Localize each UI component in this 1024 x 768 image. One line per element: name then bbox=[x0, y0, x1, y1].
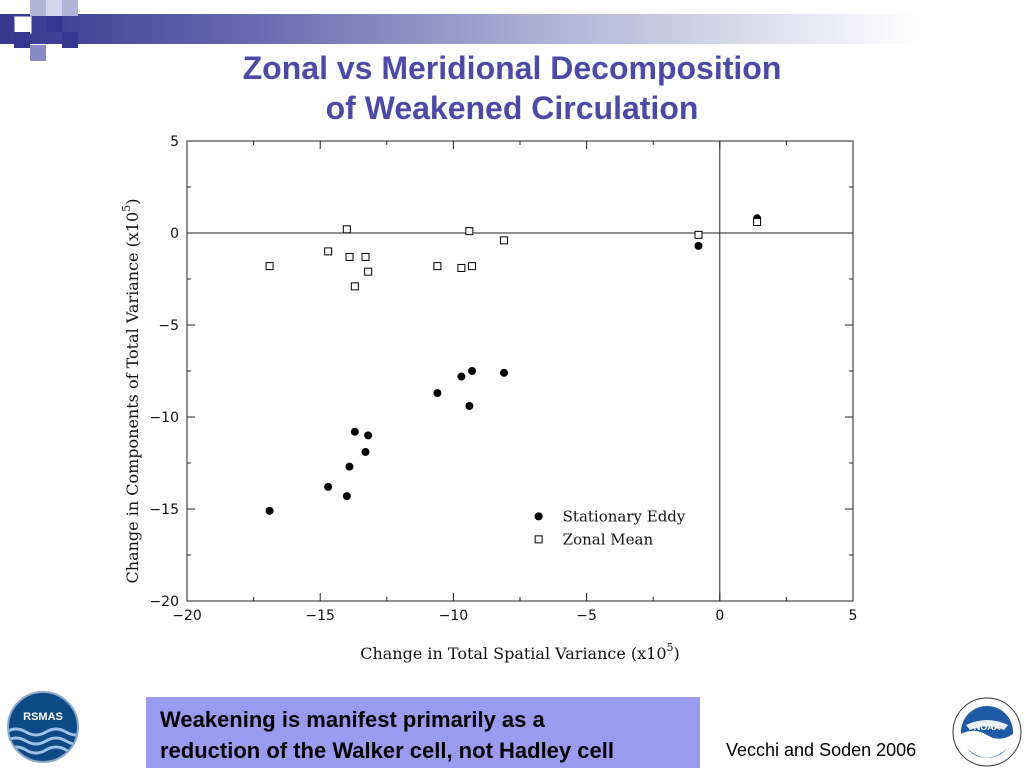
stationary-eddy-point bbox=[433, 389, 442, 398]
zonal-mean-point bbox=[361, 252, 370, 261]
legend-marker bbox=[534, 535, 543, 544]
stationary-eddy-point bbox=[350, 427, 359, 436]
zonal-mean-point bbox=[457, 263, 466, 272]
zonal-mean-point bbox=[694, 230, 703, 239]
title-line-2: of Weakened Circulation bbox=[325, 90, 699, 126]
stationary-eddy-point bbox=[457, 372, 466, 381]
title-line-1: Zonal vs Meridional Decomposition bbox=[242, 50, 782, 86]
stationary-eddy-point bbox=[361, 447, 370, 456]
y-tick-label: −15 bbox=[149, 502, 179, 518]
zonal-mean-point bbox=[342, 225, 351, 234]
x-tick-label: 5 bbox=[849, 608, 858, 624]
x-tick-label: −15 bbox=[305, 608, 335, 624]
decorative-square bbox=[46, 16, 62, 32]
chart-legend: Stationary Eddy Zonal Mean bbox=[534, 507, 686, 548]
decorative-square bbox=[62, 32, 78, 48]
stationary-eddy-point bbox=[500, 368, 509, 377]
zonal-mean-point bbox=[345, 252, 354, 261]
stationary-eddy-point bbox=[345, 462, 354, 471]
y-tick-label: −5 bbox=[158, 318, 179, 334]
decorative-square bbox=[62, 0, 78, 16]
zonal-mean-point bbox=[324, 247, 333, 256]
citation: Vecchi and Soden 2006 bbox=[726, 740, 917, 760]
stationary-eddy-point bbox=[265, 506, 274, 515]
legend-label: Stationary Eddy bbox=[563, 507, 686, 525]
stationary-eddy-point bbox=[465, 401, 474, 410]
svg-text:NOAA: NOAA bbox=[974, 722, 1001, 732]
slide-title: Zonal vs Meridional Decomposition of Wea… bbox=[0, 48, 1024, 128]
y-tick-label: 0 bbox=[170, 226, 179, 242]
svg-text:RSMAS: RSMAS bbox=[23, 711, 63, 723]
scatter-chart: −20 −15 −10 −5 0 5 5 0 −5 −10 −15 −20 Stationary Ed… bbox=[120, 134, 857, 663]
zonal-mean-point bbox=[500, 236, 509, 245]
zonal-mean-point bbox=[465, 227, 474, 236]
legend-label: Zonal Mean bbox=[563, 530, 654, 548]
header-gradient-bar bbox=[0, 14, 1024, 44]
decorative-square bbox=[46, 0, 62, 16]
y-tick-label: 5 bbox=[170, 134, 179, 150]
legend-marker bbox=[534, 512, 543, 521]
plot-axes bbox=[186, 140, 854, 602]
zonal-mean-point bbox=[753, 217, 762, 226]
tick-labels: −20 −15 −10 −5 0 5 5 0 −5 −10 −15 −20 bbox=[149, 134, 857, 624]
zonal-mean-point bbox=[265, 262, 274, 271]
zonal-mean-point bbox=[364, 267, 373, 276]
decorative-square bbox=[14, 32, 30, 48]
y-tick-label: −20 bbox=[149, 594, 179, 610]
decorative-square bbox=[30, 45, 46, 61]
zonal-mean-point bbox=[468, 262, 477, 271]
x-tick-label: −5 bbox=[576, 608, 597, 624]
callout-line-2: reduction of the Walker cell, not Hadley… bbox=[160, 738, 614, 763]
x-tick-label: 0 bbox=[715, 608, 724, 624]
zonal-mean-point bbox=[433, 262, 442, 271]
plot-frame bbox=[186, 140, 854, 602]
tick-marks bbox=[186, 140, 854, 602]
stationary-eddy-point bbox=[324, 482, 333, 491]
y-axis-label: Change in Components of Total Variance (… bbox=[120, 199, 142, 584]
zonal-mean-point bbox=[350, 282, 359, 291]
rsmas-logo: RSMAS bbox=[7, 691, 79, 763]
stationary-eddy-point bbox=[694, 241, 703, 250]
data-points bbox=[265, 214, 762, 515]
stationary-eddy-point bbox=[342, 492, 351, 501]
callout-box: Weakening is manifest primarily as a red… bbox=[146, 697, 700, 768]
decorative-square bbox=[30, 0, 46, 16]
x-tick-label: −20 bbox=[172, 608, 202, 624]
x-axis-label: Change in Total Spatial Variance (x105) bbox=[360, 641, 680, 663]
x-tick-label: −10 bbox=[439, 608, 469, 624]
noaa-logo: NOAA bbox=[952, 697, 1022, 767]
stationary-eddy-point bbox=[468, 367, 477, 375]
y-tick-label: −10 bbox=[149, 410, 179, 426]
callout-line-1: Weakening is manifest primarily as a bbox=[160, 707, 545, 732]
stationary-eddy-point bbox=[364, 431, 373, 440]
